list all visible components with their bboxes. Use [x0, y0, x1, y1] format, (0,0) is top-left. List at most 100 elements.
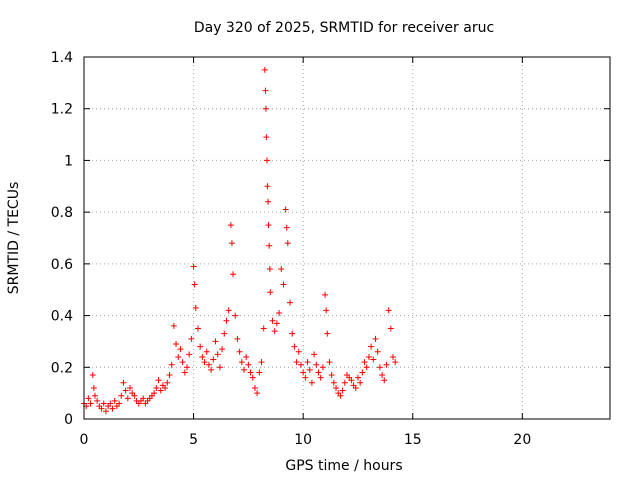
- data-point: [210, 356, 217, 363]
- data-point: [173, 341, 180, 348]
- data-point: [341, 379, 348, 386]
- data-point: [109, 405, 116, 412]
- data-point: [267, 289, 274, 296]
- data-point: [326, 359, 333, 366]
- data-point: [107, 400, 114, 407]
- data-point: [153, 384, 160, 391]
- data-point: [374, 348, 381, 355]
- data-point: [306, 366, 313, 373]
- data-point: [122, 387, 129, 394]
- data-point: [264, 183, 271, 190]
- data-point: [85, 395, 92, 402]
- data-point: [194, 325, 201, 332]
- x-axis-label: GPS time / hours: [285, 458, 402, 474]
- data-point: [124, 395, 131, 402]
- data-point: [120, 379, 127, 386]
- data-point: [100, 400, 107, 407]
- data-point: [376, 364, 383, 371]
- data-point: [111, 397, 118, 404]
- data-point: [256, 369, 263, 376]
- data-point: [302, 374, 309, 381]
- data-point: [261, 66, 268, 73]
- data-point: [214, 351, 221, 358]
- data-point: [181, 369, 188, 376]
- data-point: [271, 328, 278, 335]
- data-point: [262, 87, 269, 94]
- data-point: [188, 335, 195, 342]
- data-point: [197, 343, 204, 350]
- data-point: [278, 266, 285, 273]
- data-point: [295, 348, 302, 355]
- data-point: [238, 359, 245, 366]
- y-tick-label: 1: [64, 153, 73, 169]
- data-point: [368, 343, 375, 350]
- data-point: [339, 387, 346, 394]
- data-point: [311, 351, 318, 358]
- data-point: [168, 361, 175, 368]
- data-point: [191, 281, 198, 288]
- data-point: [361, 359, 368, 366]
- data-point: [230, 271, 237, 278]
- data-point: [232, 312, 239, 319]
- data-point: [243, 353, 250, 360]
- data-point: [287, 299, 294, 306]
- data-point: [184, 364, 191, 371]
- data-point: [291, 343, 298, 350]
- data-point: [216, 364, 223, 371]
- y-tick-label: 0.4: [51, 309, 73, 325]
- data-point: [223, 317, 230, 324]
- x-tick-label: 10: [294, 432, 312, 448]
- data-point: [118, 392, 125, 399]
- data-point: [304, 359, 311, 366]
- data-point: [140, 395, 147, 402]
- data-point: [208, 366, 215, 373]
- data-point: [319, 364, 326, 371]
- data-point: [293, 359, 300, 366]
- data-point: [236, 348, 243, 355]
- y-tick-label: 0: [64, 412, 73, 428]
- data-point: [87, 400, 94, 407]
- data-point: [337, 392, 344, 399]
- data-point: [247, 369, 254, 376]
- data-point: [251, 384, 258, 391]
- data-points-layer: [81, 66, 399, 415]
- data-point: [265, 198, 272, 205]
- data-point: [151, 390, 158, 397]
- data-point: [212, 338, 219, 345]
- data-point: [155, 377, 162, 384]
- data-point: [363, 364, 370, 371]
- data-point: [276, 309, 283, 316]
- data-point: [333, 384, 340, 391]
- data-point: [365, 353, 372, 360]
- data-point: [323, 307, 330, 314]
- data-point: [179, 359, 186, 366]
- tick-layer: 0 0.2 0.4 0.6 0.8 1 1.2 1.4 0 5 10 15 20: [51, 50, 610, 448]
- data-point: [221, 330, 228, 337]
- data-point: [254, 390, 261, 397]
- data-point: [379, 372, 386, 379]
- data-point: [324, 330, 331, 337]
- data-point: [280, 281, 287, 288]
- data-point: [175, 353, 182, 360]
- data-point: [157, 387, 164, 394]
- data-point: [313, 361, 320, 368]
- data-point: [162, 384, 169, 391]
- data-point: [300, 369, 307, 376]
- data-point: [370, 356, 377, 363]
- y-axis-label: SRMTID / TECUs: [6, 182, 22, 295]
- data-point: [308, 379, 315, 386]
- data-point: [266, 266, 273, 273]
- data-point: [225, 307, 232, 314]
- data-point: [177, 346, 184, 353]
- data-point: [264, 157, 271, 164]
- data-point: [102, 408, 109, 415]
- data-point: [89, 372, 96, 379]
- data-point: [282, 206, 289, 213]
- data-point: [190, 263, 197, 270]
- data-point: [249, 374, 256, 381]
- data-point: [90, 384, 97, 391]
- data-point: [354, 374, 361, 381]
- data-point: [228, 240, 235, 247]
- data-point: [91, 392, 98, 399]
